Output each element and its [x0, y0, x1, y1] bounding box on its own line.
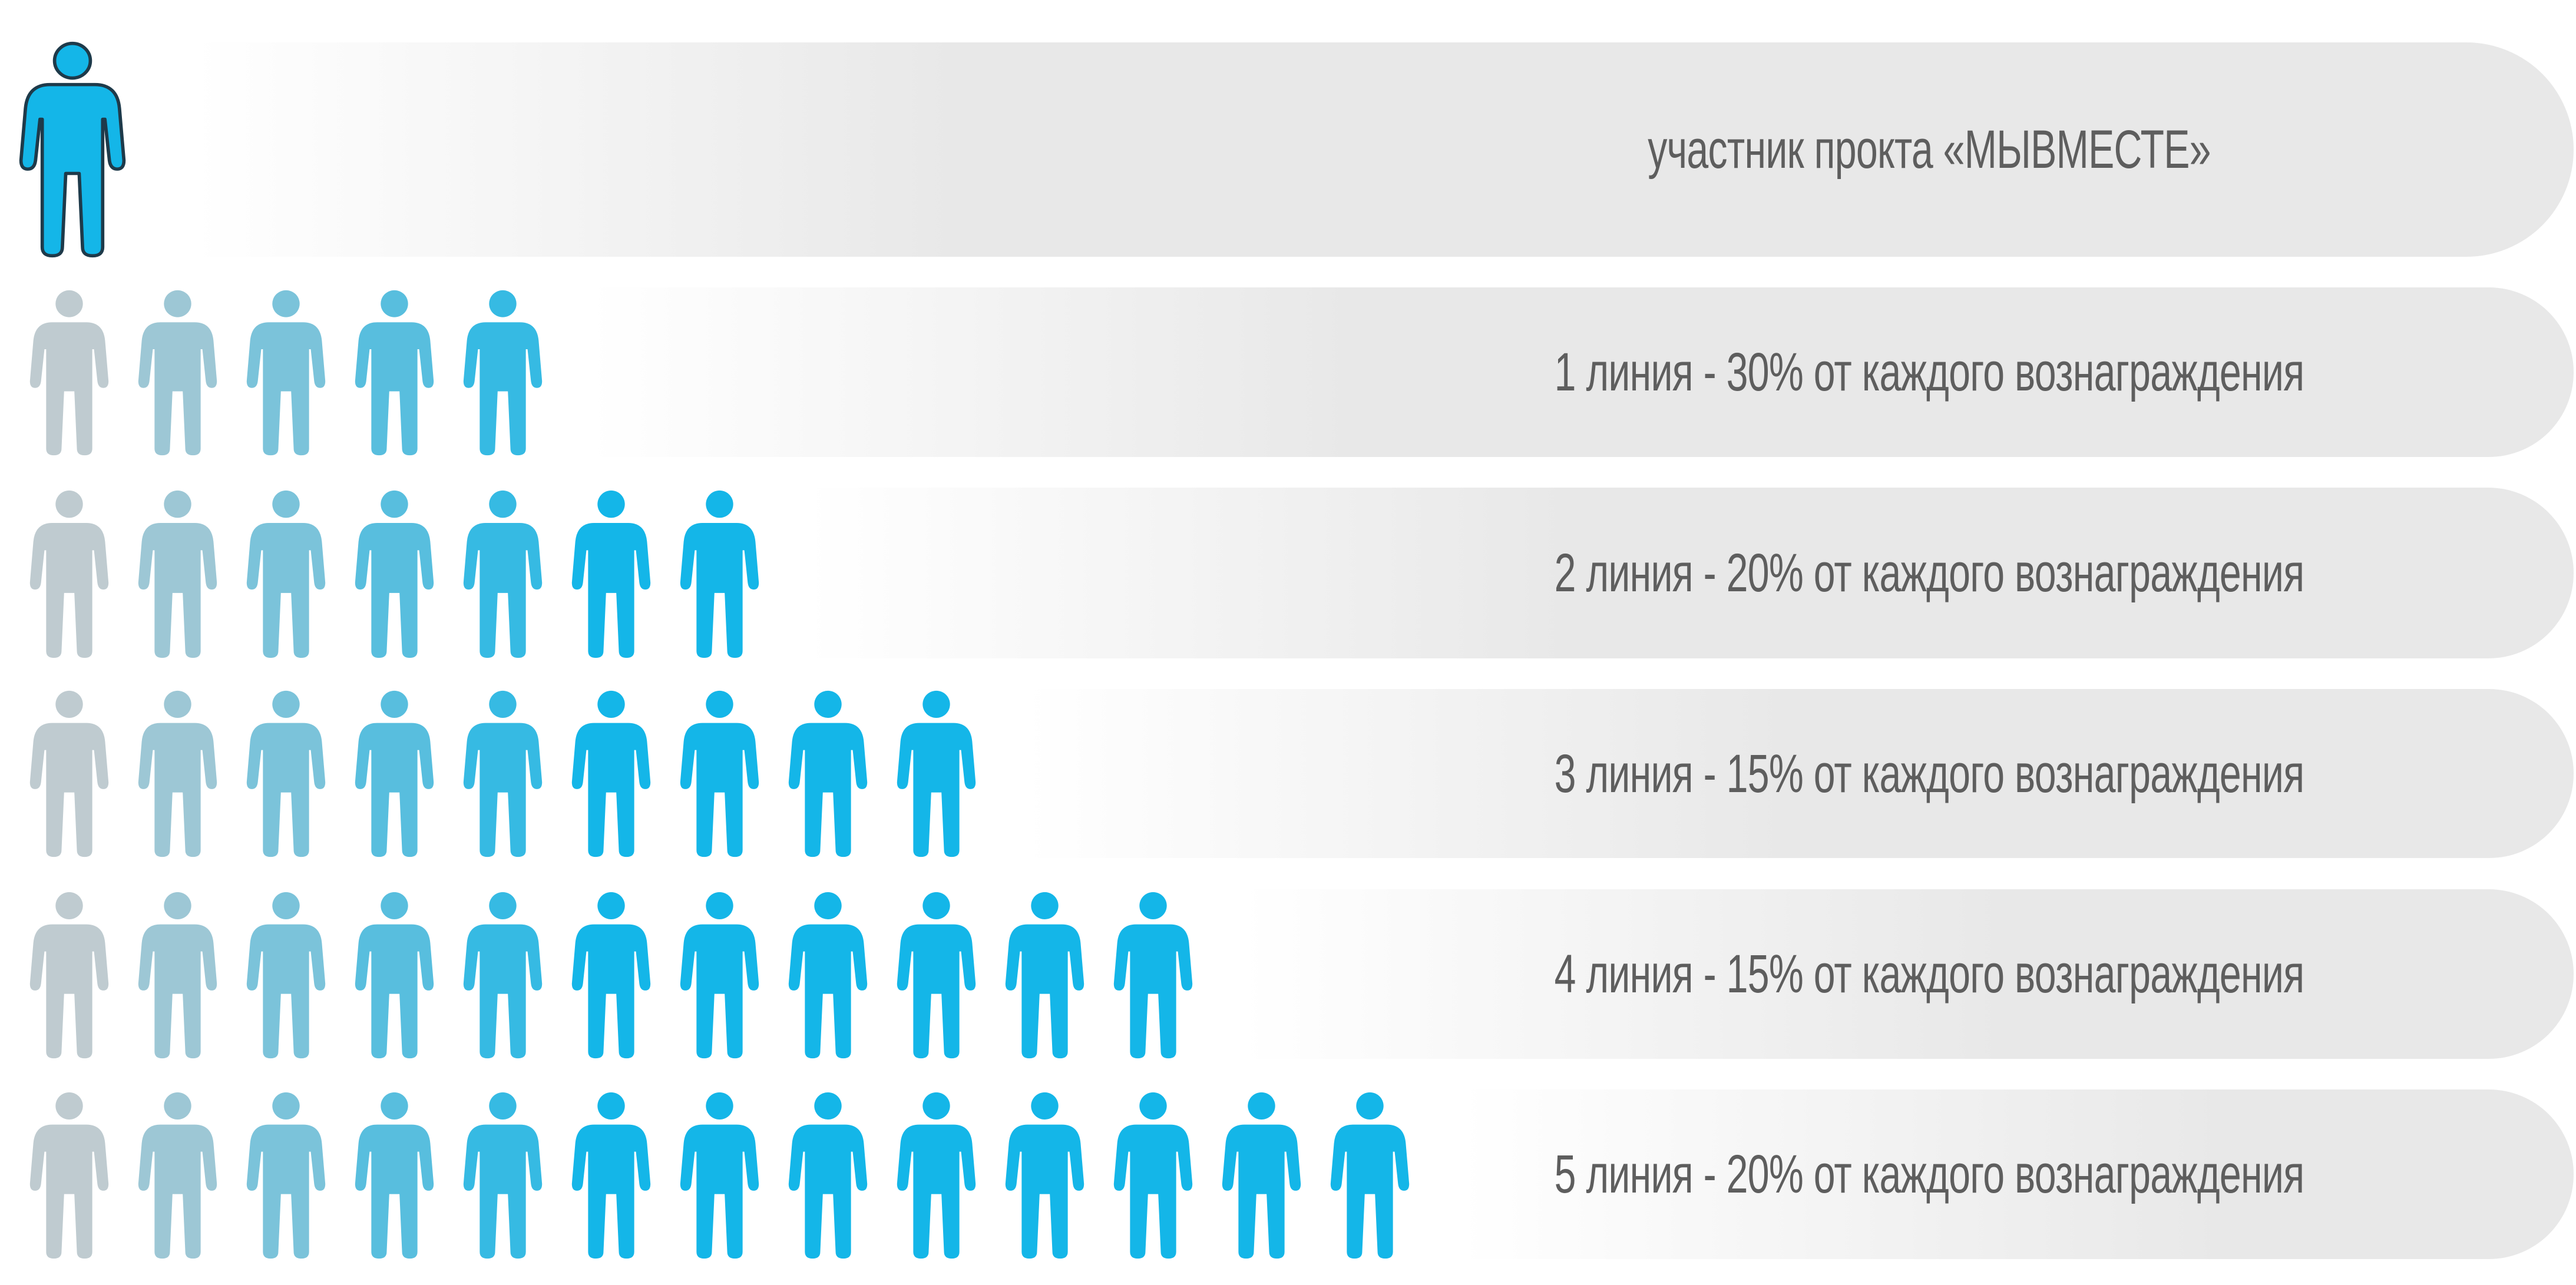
person-icon	[677, 1091, 762, 1260]
person-icon	[677, 689, 762, 859]
person-icon	[16, 41, 128, 258]
person-icon	[243, 689, 329, 859]
person-icon	[243, 489, 329, 660]
person-icon	[568, 689, 654, 859]
row-band-0	[194, 42, 2574, 257]
person-icon	[27, 689, 112, 859]
person-icon	[785, 1091, 871, 1260]
person-icon	[568, 489, 654, 660]
row-label-2: 2 линия - 20% от каждого вознаграждения	[1554, 543, 2304, 603]
person-icon	[27, 890, 112, 1060]
person-icon	[1327, 1091, 1413, 1260]
person-icon	[352, 689, 437, 859]
person-icon	[785, 890, 871, 1060]
person-icon	[677, 890, 762, 1060]
person-icon	[352, 1091, 437, 1260]
person-icon	[568, 890, 654, 1060]
row-band-3	[1025, 689, 2574, 858]
person-icon	[785, 689, 871, 859]
person-icon	[460, 289, 545, 457]
row-band-4	[1243, 889, 2574, 1059]
person-icon	[460, 689, 545, 859]
person-icon	[135, 890, 220, 1060]
person-icon	[894, 890, 979, 1060]
person-icon	[894, 689, 979, 859]
row-label-3: 3 линия - 15% от каждого вознаграждения	[1554, 743, 2304, 804]
person-icon	[1002, 890, 1087, 1060]
person-icon	[460, 890, 545, 1060]
row-band-1	[589, 287, 2574, 457]
person-icon	[243, 289, 329, 457]
person-icon	[1110, 1091, 1196, 1260]
person-icon	[1110, 890, 1196, 1060]
row-label-1: 1 линия - 30% от каждого вознаграждения	[1554, 342, 2304, 402]
person-icon	[460, 489, 545, 660]
person-icon	[568, 1091, 654, 1260]
row-band-2	[807, 488, 2574, 658]
person-icon	[135, 289, 220, 457]
person-icon	[27, 489, 112, 660]
person-icon	[352, 890, 437, 1060]
person-icon	[135, 1091, 220, 1260]
person-icon	[677, 489, 762, 660]
person-icon	[135, 489, 220, 660]
person-icon	[352, 289, 437, 457]
row-label-5: 5 линия - 20% от каждого вознаграждения	[1554, 1144, 2304, 1204]
person-icon	[27, 1091, 112, 1260]
person-icon	[460, 1091, 545, 1260]
person-icon	[1219, 1091, 1304, 1260]
row-label-4: 4 линия - 15% от каждого вознаграждения	[1554, 944, 2304, 1004]
row-band-5	[1461, 1089, 2574, 1259]
person-icon	[1002, 1091, 1087, 1260]
person-icon	[243, 890, 329, 1060]
person-icon	[894, 1091, 979, 1260]
person-icon	[27, 289, 112, 457]
row-label-0: участник прокта «МЫВМЕСТЕ»	[1648, 120, 2211, 180]
person-icon	[135, 689, 220, 859]
person-icon	[243, 1091, 329, 1260]
person-icon	[352, 489, 437, 660]
